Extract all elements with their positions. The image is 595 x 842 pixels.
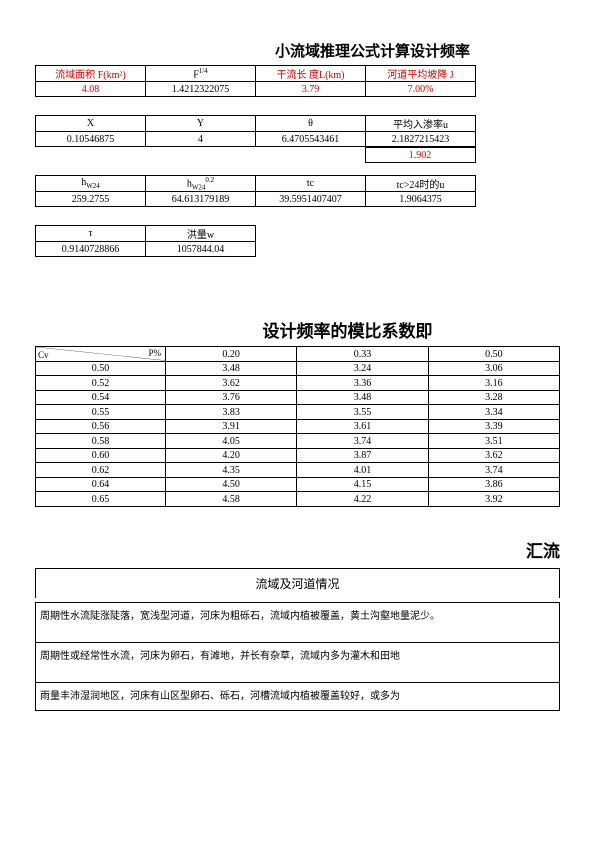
kp-cell: 3.28	[428, 390, 559, 405]
diag-header: P% Cv	[36, 347, 166, 362]
kp-cell: 3.87	[297, 448, 428, 463]
kp-cell: 4.58	[166, 492, 297, 507]
kp-cell: 3.06	[428, 361, 559, 376]
table-xy-theta: X Y θ 平均入渗率u 0.10546875 4 6.4705543461 2…	[35, 115, 476, 147]
kp-cell: 4.35	[166, 463, 297, 478]
desc-row: 雨量丰沛湿润地区，河床有山区型卵石、砾石，河槽流域内植被覆盖较好，或多为	[36, 682, 559, 710]
td: 4.08	[36, 82, 146, 97]
kp-cell: 3.55	[297, 405, 428, 420]
td: 0.10546875	[36, 132, 146, 147]
row-cv: 0.65	[36, 492, 166, 507]
td: 1057844.04	[146, 242, 256, 257]
col-header: 0.50	[428, 347, 559, 362]
row-cv: 0.56	[36, 419, 166, 434]
td: 0.9140728866	[36, 242, 146, 257]
row-cv: 0.58	[36, 434, 166, 449]
row-cv: 0.54	[36, 390, 166, 405]
th: X	[36, 116, 146, 132]
subtitle-3: 流域及河道情况	[35, 568, 560, 598]
desc-row: 周期性或经常性水流，河床为卵石，有滩地，并长有杂草，流域内多为灌木和田地	[36, 642, 559, 682]
th: hW240.2	[146, 176, 256, 192]
th: 洪量w	[146, 226, 256, 242]
kp-cell: 4.20	[166, 448, 297, 463]
row-cv: 0.60	[36, 448, 166, 463]
kp-cell: 3.76	[166, 390, 297, 405]
kp-cell: 3.91	[166, 419, 297, 434]
kp-cell: 3.62	[428, 448, 559, 463]
kp-cell: 4.50	[166, 477, 297, 492]
kp-cell: 4.15	[297, 477, 428, 492]
cv-label: Cv	[38, 350, 49, 360]
td: 2.1827215423	[366, 132, 476, 147]
td: 1.9064375	[366, 192, 476, 207]
main-title-3: 汇流	[35, 537, 560, 562]
table-kp: P% Cv 0.20 0.33 0.50 0.503.483.243.060.5…	[35, 346, 560, 507]
table-basin-params: 流域面积 F(km²) F1/4 干流长 度L(km) 河道平均坡降 J 4.0…	[35, 65, 476, 97]
kp-cell: 3.61	[297, 419, 428, 434]
th: hW24	[36, 176, 146, 192]
table-hw24: hW24 hW240.2 tc tc>24时的u 259.2755 64.613…	[35, 175, 476, 207]
td: 3.79	[256, 82, 366, 97]
col-header: 0.20	[166, 347, 297, 362]
kp-cell: 3.24	[297, 361, 428, 376]
kp-cell: 3.36	[297, 376, 428, 391]
td: 7.00%	[366, 82, 476, 97]
kp-cell: 3.16	[428, 376, 559, 391]
kp-cell: 3.92	[428, 492, 559, 507]
row-cv: 0.62	[36, 463, 166, 478]
kp-cell: 3.86	[428, 477, 559, 492]
kp-cell: 4.22	[297, 492, 428, 507]
col-header: 0.33	[297, 347, 428, 362]
p-label: P%	[148, 348, 161, 358]
td: 6.4705543461	[256, 132, 366, 147]
kp-cell: 3.74	[428, 463, 559, 478]
th: 干流长 度L(km)	[256, 66, 366, 82]
th: 平均入渗率u	[366, 116, 476, 132]
td-extra: 1.902	[365, 148, 475, 163]
th: τ	[36, 226, 146, 242]
table-tau-w: τ 洪量w 0.9140728866 1057844.04	[35, 225, 256, 257]
row-cv: 0.64	[36, 477, 166, 492]
th: tc	[256, 176, 366, 192]
kp-cell: 3.34	[428, 405, 559, 420]
row-cv: 0.52	[36, 376, 166, 391]
kp-cell: 3.48	[297, 390, 428, 405]
td: 1.4212322075	[146, 82, 256, 97]
main-title-1: 小流域推理公式计算设计频率	[185, 40, 560, 61]
th: Y	[146, 116, 256, 132]
th: tc>24时的u	[366, 176, 476, 192]
table-extra: 1.902	[35, 147, 476, 163]
row-cv: 0.50	[36, 361, 166, 376]
th: θ	[256, 116, 366, 132]
kp-cell: 3.74	[297, 434, 428, 449]
kp-cell: 4.05	[166, 434, 297, 449]
desc-row: 周期性水流陡涨陡落，宽浅型河道，河床为粗砾石，流域内植被覆盖，黄土沟壑地量泥少。	[36, 602, 559, 642]
row-cv: 0.55	[36, 405, 166, 420]
kp-cell: 3.51	[428, 434, 559, 449]
td: 259.2755	[36, 192, 146, 207]
th: 河道平均坡降 J	[366, 66, 476, 82]
th: F1/4	[146, 66, 256, 82]
th: 流域面积 F(km²)	[36, 66, 146, 82]
kp-cell: 3.48	[166, 361, 297, 376]
kp-cell: 4.01	[297, 463, 428, 478]
kp-cell: 3.39	[428, 419, 559, 434]
main-title-2: 设计频率的模比系数即	[135, 317, 560, 342]
kp-cell: 3.62	[166, 376, 297, 391]
kp-cell: 3.83	[166, 405, 297, 420]
td: 4	[146, 132, 256, 147]
description-box: 周期性水流陡涨陡落，宽浅型河道，河床为粗砾石，流域内植被覆盖，黄土沟壑地量泥少。…	[35, 602, 560, 711]
td: 64.613179189	[146, 192, 256, 207]
td: 39.5951407407	[256, 192, 366, 207]
